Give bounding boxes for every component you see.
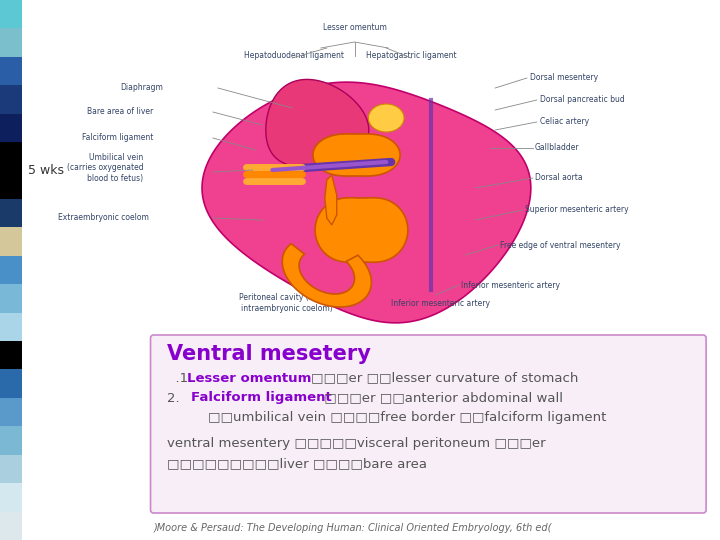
Text: □□□er □□anterior abdominal wall: □□□er □□anterior abdominal wall: [320, 392, 563, 404]
Text: Dorsal mesentery: Dorsal mesentery: [530, 73, 598, 83]
Text: Umbilical vein
(carries oxygenated
blood to fetus): Umbilical vein (carries oxygenated blood…: [67, 153, 143, 183]
Polygon shape: [266, 79, 369, 167]
Text: Peritoneal cavity (former
intraembryonic coelom): Peritoneal cavity (former intraembryonic…: [240, 293, 335, 313]
Text: □□□er □□lesser curvature of stomach: □□□er □□lesser curvature of stomach: [294, 372, 578, 384]
Text: Extraembryonic coelom: Extraembryonic coelom: [58, 213, 148, 222]
Text: Celiac artery: Celiac artery: [540, 118, 589, 126]
Bar: [0, 313, 22, 341]
Text: .1: .1: [167, 372, 189, 384]
Text: Superior mesenteric artery: Superior mesenteric artery: [525, 206, 629, 214]
Bar: [0, 256, 22, 284]
Text: □□umbilical vein □□□□free border □□falciform ligament: □□umbilical vein □□□□free border □□falci…: [191, 411, 606, 424]
Bar: [129, 2, 711, 337]
Bar: [0, 426, 22, 455]
Text: Lesser omentum: Lesser omentum: [187, 372, 312, 384]
Text: Dorsal pancreatic bud: Dorsal pancreatic bud: [540, 96, 624, 105]
Bar: [0, 0, 22, 29]
Bar: [0, 398, 22, 426]
Text: Hepatogastric ligament: Hepatogastric ligament: [366, 51, 456, 60]
Text: )Moore & Persaud: The Developing Human: Clinical Oriented Embryology, 6th ed(: )Moore & Persaud: The Developing Human: …: [153, 523, 552, 533]
Text: 5 wks: 5 wks: [28, 164, 64, 177]
Bar: [0, 142, 22, 171]
Text: Inferior mesenteric artery: Inferior mesenteric artery: [461, 280, 559, 289]
Bar: [0, 114, 22, 142]
Text: Inferior mesenteric artery: Inferior mesenteric artery: [391, 299, 490, 307]
Text: ventral mesentery □□□□□visceral peritoneum □□□er: ventral mesentery □□□□□visceral peritone…: [167, 437, 546, 450]
Polygon shape: [202, 82, 531, 323]
Bar: [0, 29, 22, 57]
Bar: [0, 369, 22, 398]
Text: Falciform ligament: Falciform ligament: [191, 392, 332, 404]
Text: Hepatoduodenal ligament: Hepatoduodenal ligament: [244, 51, 344, 60]
Polygon shape: [315, 198, 408, 262]
Bar: [0, 483, 22, 511]
Text: Gallbladder: Gallbladder: [535, 144, 580, 152]
Bar: [0, 57, 22, 85]
Bar: [0, 284, 22, 313]
Bar: [0, 455, 22, 483]
Text: Free edge of ventral mesentery: Free edge of ventral mesentery: [500, 240, 621, 249]
Text: □□□□□□□□□liver □□□□bare area: □□□□□□□□□liver □□□□bare area: [167, 457, 428, 470]
Text: Ventral mesetery: Ventral mesetery: [167, 344, 372, 364]
FancyBboxPatch shape: [150, 335, 706, 513]
Text: Diaphragm: Diaphragm: [120, 84, 163, 92]
Polygon shape: [313, 134, 400, 176]
Polygon shape: [282, 244, 372, 307]
Polygon shape: [325, 175, 337, 225]
Bar: [0, 85, 22, 114]
Text: Dorsal aorta: Dorsal aorta: [535, 173, 582, 183]
Text: Lesser omentum: Lesser omentum: [323, 24, 387, 32]
Bar: [0, 227, 22, 256]
Bar: [0, 199, 22, 227]
Bar: [0, 171, 22, 199]
Bar: [0, 511, 22, 540]
Bar: [0, 341, 22, 369]
Text: Bare area of liver: Bare area of liver: [87, 107, 153, 117]
Text: Falciform ligament: Falciform ligament: [82, 133, 153, 143]
Polygon shape: [369, 104, 404, 132]
Text: 2.: 2.: [167, 392, 189, 404]
